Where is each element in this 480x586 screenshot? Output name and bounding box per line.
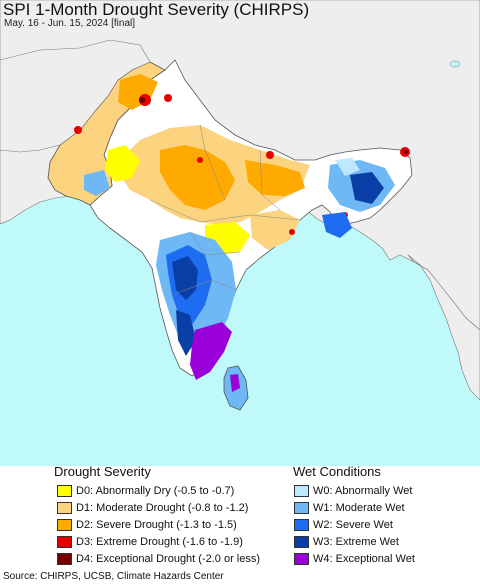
zone-d2-east <box>245 160 305 196</box>
drought-map <box>0 0 480 466</box>
swatch-d0 <box>57 485 72 497</box>
legend-label-w3: W3: Extreme Wet <box>313 536 399 548</box>
zone-w4-sri-lanka <box>230 374 240 392</box>
zone-w2-bangladesh <box>322 212 352 238</box>
legend: Drought Severity Wet Conditions D0: Abno… <box>0 464 480 570</box>
zone-d3-hotspot-2 <box>74 126 82 134</box>
legend-item-d2: D2: Severe Drought (-1.3 to -1.5) <box>57 517 237 533</box>
swatch-w3 <box>294 536 309 548</box>
legend-label-d3: D3: Extreme Drought (-1.6 to -1.9) <box>76 536 243 548</box>
swatch-w1 <box>294 502 309 514</box>
state-borders <box>149 124 301 296</box>
legend-label-d4: D4: Exceptional Drought (-2.0 or less) <box>76 553 261 565</box>
zone-w3-west-coast <box>176 310 196 356</box>
zone-w0-bhutan <box>335 158 360 176</box>
swatch-d2 <box>57 519 72 531</box>
legend-item-w3: W3: Extreme Wet <box>294 534 399 550</box>
legend-item-w0: W0: Abnormally Wet <box>294 483 412 499</box>
legend-label-d0: D0: Abnormally Dry (-0.5 to -0.7) <box>76 485 235 497</box>
source-credit: Source: CHIRPS, UCSB, Climate Hazards Ce… <box>3 571 224 582</box>
legend-label-d2: D2: Severe Drought (-1.3 to -1.5) <box>76 519 237 531</box>
legend-item-d4: D4: Exceptional Drought (-2.0 or less) <box>57 551 260 567</box>
zone-w3-peninsula <box>172 256 198 300</box>
wet-heading: Wet Conditions <box>293 464 381 479</box>
map-title: SPI 1-Month Drought Severity (CHIRPS) <box>3 0 310 19</box>
legend-item-d0: D0: Abnormally Dry (-0.5 to -0.7) <box>57 483 234 499</box>
zone-d3-hotspot-5 <box>266 151 274 159</box>
swatch-d1 <box>57 502 72 514</box>
zone-d0-west <box>105 145 140 182</box>
swatch-w4 <box>294 553 309 565</box>
zone-w4-south <box>190 322 232 380</box>
legend-item-d1: D1: Moderate Drought (-0.8 to -1.2) <box>57 500 248 516</box>
legend-item-w4: W4: Exceptional Wet <box>294 551 415 567</box>
legend-label-w2: W2: Severe Wet <box>313 519 393 531</box>
zone-d3-hotspot-8 <box>289 229 295 235</box>
legend-label-w0: W0: Abnormally Wet <box>313 485 413 497</box>
legend-item-w2: W2: Severe Wet <box>294 517 393 533</box>
map-subtitle: May. 16 - Jun. 15, 2024 [final] <box>4 18 136 29</box>
swatch-d3 <box>57 536 72 548</box>
legend-item-d3: D3: Extreme Drought (-1.6 to -1.9) <box>57 534 243 550</box>
swatch-d4 <box>57 553 72 565</box>
zone-d4-hotspot-1 <box>139 97 145 103</box>
legend-label-w4: W4: Exceptional Wet <box>313 553 415 565</box>
lake <box>449 60 461 68</box>
legend-label-w1: W1: Moderate Wet <box>313 502 405 514</box>
drought-heading: Drought Severity <box>54 464 151 479</box>
legend-item-w1: W1: Moderate Wet <box>294 500 405 516</box>
zone-w3-northeast <box>350 172 384 204</box>
swatch-w0 <box>294 485 309 497</box>
zone-d4-hotspot-2 <box>404 150 408 154</box>
land-east <box>407 254 480 401</box>
zone-d2-north <box>160 145 235 210</box>
land-afghanistan <box>0 39 151 153</box>
zone-d3-hotspot-3 <box>164 94 172 102</box>
zone-d1-central <box>250 210 300 250</box>
zone-w1-west <box>84 170 110 196</box>
swatch-w2 <box>294 519 309 531</box>
legend-label-d1: D1: Moderate Drought (-0.8 to -1.2) <box>76 502 249 514</box>
zone-d3-hotspot-4 <box>197 157 203 163</box>
